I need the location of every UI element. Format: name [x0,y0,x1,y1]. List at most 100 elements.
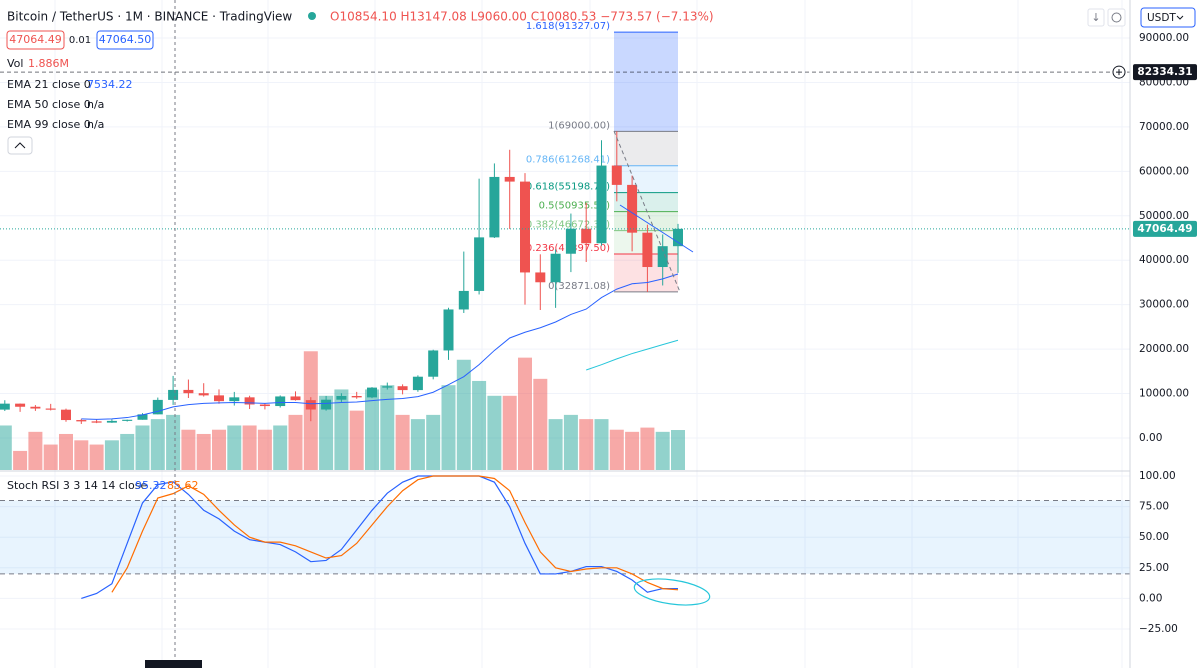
y-tick-label: 50000.00 [1139,210,1189,222]
currency-button[interactable] [1140,7,1196,28]
volume-bar [655,431,670,470]
y-tick-label: 60000.00 [1139,165,1189,177]
volume-bar [625,431,640,470]
down-icon: ↓ [1091,11,1100,24]
fib-zone [614,165,678,193]
bid[interactable]: 47064.49 [9,33,62,46]
candle-body [321,399,332,410]
volume-bar [671,430,685,470]
volume-bar [43,444,58,470]
add-alert-icon [1116,69,1122,76]
candle-body [61,409,71,421]
vol-label: Vol [7,57,23,70]
volume-bar [196,433,211,470]
volume-bar [166,414,181,470]
ask[interactable]: 47064.50 [99,33,152,46]
volume-bar [0,425,12,470]
volume-bar [640,427,655,470]
candle-body [565,228,576,254]
fib-label: 0.618(55198.75) [526,182,610,193]
volume-bar [426,414,441,470]
stoch-k-value: 95.32 [135,479,167,492]
volume-bar [212,429,226,470]
price-tag [1133,64,1197,81]
ema50-value: n/a [87,98,104,111]
fib-label: 0.786(61268.41) [526,155,610,166]
candle-body [397,386,408,391]
candle-body [642,232,653,268]
volume-bar [181,429,196,470]
candle-body [336,396,347,400]
volume-bar [579,419,594,470]
candle-body [520,181,530,273]
volume-bar [150,419,165,470]
y-tick-label: 20000.00 [1139,343,1189,355]
sell-button[interactable] [6,30,65,50]
volume-bar [609,429,624,470]
candle-body [168,389,179,400]
y-tick-label: 0.00 [1139,592,1162,604]
candle-body [581,228,592,244]
candle-body [290,396,301,401]
ema21-value: 7534.22 [87,78,133,91]
candle-body [382,386,393,388]
volume-bar [563,414,578,470]
volume-bar [273,425,288,470]
refresh-icon [1111,12,1122,23]
trend-line [619,204,694,253]
ema21-label: EMA 21 close 0 [7,78,91,91]
crosshair-time [145,660,202,668]
price-tag-label: 82334.31 [1137,66,1192,78]
volume-bar [349,410,364,470]
stoch-line [111,475,679,593]
candle-body [244,397,255,405]
candle-body [443,309,454,351]
candle-body [412,376,423,391]
candle-body [367,387,377,398]
candle-body [183,389,194,394]
y-tick-label: 75.00 [1139,501,1169,513]
fib-label: 0(32871.08) [548,281,610,292]
candle-body [106,420,117,423]
stoch-d-value: 85.62 [167,479,199,492]
collapse-icon [14,142,26,149]
status-dot [308,12,316,20]
ema99-label: EMA 99 close 0 [7,118,91,131]
refresh-button[interactable] [1107,8,1126,27]
band-fill [0,500,1130,574]
ema50-label: EMA 50 close 0 [7,98,91,111]
volume-bar [365,389,379,470]
candle-body [30,406,41,409]
volume-bar [288,414,303,470]
volume-bar [28,431,43,470]
y-tick-label: −25.00 [1139,623,1178,635]
drawing-ellipse [633,578,711,606]
volume-bar [242,425,257,470]
volume-bar [257,429,272,470]
volume-bar [594,419,609,470]
price-tag-label: 47064.49 [1137,223,1192,235]
volume-bar [59,433,73,470]
candle-body [305,400,316,410]
currency[interactable]: USDT [1147,12,1176,24]
candle-body [198,393,209,396]
candle-body [504,176,515,182]
y-tick-label: 0.00 [1139,432,1162,444]
ema-line [81,273,679,420]
volume-bar [441,385,456,470]
candle-body [611,165,622,185]
y-tick-label: 50.00 [1139,531,1169,543]
ema99-value: n/a [87,118,104,131]
candle-body [550,253,561,283]
y-tick-label: 30000.00 [1139,299,1189,311]
chart-layer: 0.00 10000.00 20000.00 30000.00 40000.00 5000… [0,21,1197,635]
buy-button[interactable] [96,30,154,50]
down-button[interactable] [1087,8,1105,27]
volume-bar [334,389,349,470]
fib-zone [614,131,678,166]
candle-body [596,165,607,244]
collapse-button[interactable] [7,136,33,155]
volume-bar [89,444,104,470]
candle-body [152,399,163,415]
